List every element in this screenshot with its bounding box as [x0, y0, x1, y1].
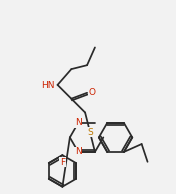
- Text: O: O: [89, 88, 96, 97]
- Text: N: N: [75, 118, 82, 127]
- Text: HN: HN: [41, 81, 55, 90]
- Text: S: S: [87, 128, 93, 137]
- Text: N: N: [75, 147, 82, 156]
- Text: F: F: [60, 158, 65, 167]
